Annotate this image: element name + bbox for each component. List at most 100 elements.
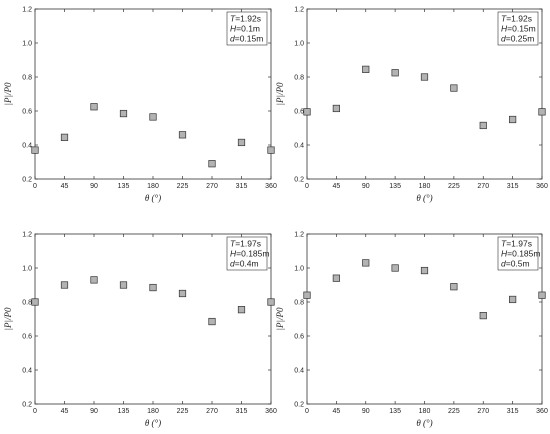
legend-value-d: =0.5m [506, 259, 530, 269]
x-tick-label: 45 [61, 183, 69, 190]
x-tick-label: 315 [236, 183, 248, 190]
legend-key-H: H [501, 249, 508, 259]
legend-entry-H: H=0.185m [501, 249, 540, 259]
data-point [332, 274, 340, 282]
data-point [303, 291, 311, 299]
y-tick-label: 1.0 [294, 266, 304, 273]
y-tick-label: 0.8 [294, 75, 304, 82]
legend-value-d: =0.15m [235, 34, 264, 44]
data-point [208, 160, 216, 168]
legend-box [226, 11, 268, 46]
legend-key-d: d [230, 259, 235, 269]
data-point [178, 289, 187, 298]
x-tick-label: 315 [236, 408, 248, 415]
legend-key-d: d [501, 259, 506, 269]
legend-key-H: H [230, 24, 237, 34]
x-tick-label: 90 [362, 183, 370, 190]
data-point [237, 138, 246, 147]
legend-value-H: =0.1m [236, 24, 260, 34]
data-point [420, 73, 429, 81]
legend-entry-T: T=1.97s [230, 239, 261, 249]
data-point [509, 295, 517, 304]
y-axis-label: |P|/P0 [3, 82, 13, 105]
x-tick-label: 315 [507, 183, 519, 190]
x-tick-label: 90 [362, 408, 370, 415]
y-tick-label: 1.2 [294, 232, 304, 239]
data-point [149, 283, 157, 292]
x-tick-label: 135 [389, 183, 401, 190]
data-point [267, 146, 275, 154]
x-tick-label: 0 [305, 408, 309, 415]
chart-panel-1: 0 45 90 135 180 225 270 315 360 0.2 0.4 0.6 0.8 1.0 1.… [3, 7, 277, 204]
x-tick-label: 225 [177, 183, 189, 190]
y-tick-label: 0.8 [22, 75, 32, 82]
data-point [90, 103, 98, 111]
x-tick-label: 0 [305, 183, 309, 190]
x-tick-label: 270 [477, 183, 489, 190]
legend-entry-H: H=0.185m [230, 249, 269, 259]
chart-panel-3: 0 45 90 135 180 225 270 315 360 0.2 0.4 0.6 0.8 1.0 1.… [3, 232, 277, 429]
y-tick-label: 0.2 [22, 402, 32, 409]
legend-entry-T: T=1.92s [230, 14, 261, 24]
x-tick-label: 90 [90, 408, 98, 415]
x-tick-label: 180 [147, 408, 159, 415]
y-tick-label: 0.4 [294, 143, 304, 150]
data-point [31, 146, 39, 154]
y-tick-label: 1.0 [22, 266, 32, 273]
x-tick-label: 225 [448, 408, 460, 415]
legend-box [226, 236, 268, 271]
legend-value-T: =1.92s [235, 14, 261, 24]
legend-key-T: T [230, 239, 236, 249]
data-point [450, 84, 458, 92]
data-point [362, 259, 370, 267]
y-tick-label: 0.4 [22, 368, 32, 375]
data-point [60, 133, 69, 141]
y-tick-label: 1.0 [22, 41, 32, 48]
x-tick-label: 270 [206, 408, 218, 415]
legend-value-H: =0.185m [236, 249, 269, 259]
legend-key-T: T [501, 14, 507, 24]
legend-value-T: =1.97s [235, 239, 261, 249]
x-tick-label: 360 [536, 183, 548, 190]
x-tick-label: 315 [507, 408, 519, 415]
chart-panel-2: 0 45 90 135 180 225 270 315 360 0.2 0.4 0.6 0.8 1.0 1.… [275, 7, 548, 204]
x-tick-label: 0 [33, 183, 37, 190]
legend-key-d: d [501, 34, 506, 44]
y-tick-label: 1.0 [294, 41, 304, 48]
legend-key-H: H [501, 24, 508, 34]
x-tick-label: 45 [332, 183, 340, 190]
y-axis-label: |P|/P0 [3, 307, 13, 330]
data-point [178, 131, 187, 139]
y-tick-label: 0.2 [294, 402, 304, 409]
data-point [31, 298, 39, 306]
data-point [149, 113, 157, 121]
x-tick-label: 0 [33, 408, 37, 415]
x-axis-label: θ (°) [416, 418, 432, 428]
legend-value-T: =1.92s [506, 14, 532, 24]
y-tick-label: 0.6 [22, 109, 32, 116]
data-point [509, 115, 517, 124]
x-tick-label: 45 [61, 408, 69, 415]
x-axis-label: θ (°) [145, 418, 161, 428]
x-tick-label: 45 [332, 408, 340, 415]
y-tick-label: 0.6 [22, 334, 32, 341]
y-tick-label: 1.2 [22, 7, 32, 14]
x-tick-label: 90 [90, 183, 98, 190]
x-axis-label: θ (°) [416, 193, 432, 203]
x-tick-label: 180 [419, 408, 431, 415]
y-tick-label: 1.2 [22, 232, 32, 239]
legend-key-d: d [230, 34, 235, 44]
y-tick-label: 1.2 [294, 7, 304, 14]
x-tick-label: 180 [419, 183, 431, 190]
y-tick-label: 0.6 [294, 334, 304, 341]
data-point [332, 104, 340, 113]
chart-panel-4: 0 45 90 135 180 225 270 315 360 0.2 0.4 0.6 0.8 1.0 1.… [275, 232, 548, 429]
legend-key-T: T [501, 239, 507, 249]
data-point [538, 108, 546, 116]
x-tick-label: 225 [177, 408, 189, 415]
data-point [420, 266, 429, 275]
legend-value-d: =0.25m [506, 34, 535, 44]
data-point [267, 298, 275, 306]
